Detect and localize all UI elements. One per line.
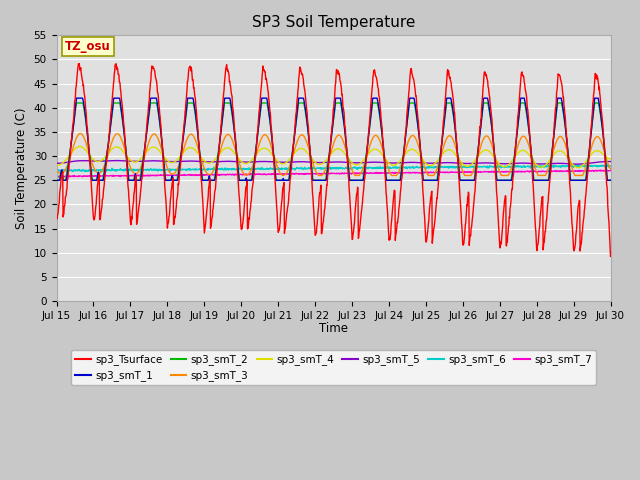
sp3_smT_6	[176, 166, 184, 172]
sp3_smT_7	[52, 173, 60, 179]
Legend: sp3_Tsurface, sp3_smT_1, sp3_smT_2, sp3_smT_3, sp3_smT_4, sp3_smT_5, sp3_smT_6, : sp3_Tsurface, sp3_smT_1, sp3_smT_2, sp3_…	[71, 350, 596, 385]
sp3_smT_7	[492, 168, 500, 174]
sp3_smT_6	[541, 164, 548, 169]
sp3_smT_1	[176, 160, 184, 166]
sp3_smT_2	[420, 178, 428, 183]
sp3_Tsurface	[420, 203, 428, 208]
sp3_smT_6	[163, 167, 170, 172]
sp3_smT_5	[573, 161, 581, 167]
sp3_smT_2	[163, 178, 170, 183]
sp3_smT_5	[492, 160, 500, 166]
sp3_smT_4	[52, 163, 60, 168]
sp3_smT_5	[163, 158, 170, 164]
sp3_smT_5	[112, 157, 120, 163]
Title: SP3 Soil Temperature: SP3 Soil Temperature	[252, 15, 415, 30]
sp3_smT_7	[54, 174, 62, 180]
sp3_smT_3	[176, 158, 184, 164]
sp3_smT_3	[315, 173, 323, 179]
sp3_smT_4	[574, 165, 582, 170]
sp3_smT_3	[607, 166, 614, 172]
sp3_smT_1	[238, 178, 246, 183]
sp3_smT_1	[607, 178, 614, 183]
sp3_smT_3	[52, 168, 60, 173]
sp3_Tsurface	[492, 180, 500, 186]
sp3_smT_6	[542, 162, 550, 168]
sp3_smT_3	[163, 163, 170, 169]
sp3_smT_2	[607, 178, 614, 183]
sp3_smT_2	[492, 168, 500, 174]
X-axis label: Time: Time	[319, 322, 348, 335]
sp3_smT_4	[541, 163, 549, 168]
sp3_smT_1	[163, 178, 170, 183]
sp3_smT_7	[541, 168, 549, 174]
Line: sp3_smT_5: sp3_smT_5	[56, 160, 611, 164]
Line: sp3_smT_3: sp3_smT_3	[56, 133, 611, 176]
sp3_Tsurface	[541, 228, 549, 234]
sp3_Tsurface	[52, 214, 60, 219]
sp3_smT_5	[420, 160, 428, 166]
sp3_smT_4	[420, 158, 428, 164]
Line: sp3_smT_1: sp3_smT_1	[56, 98, 611, 180]
sp3_smT_2	[238, 178, 246, 183]
sp3_smT_4	[607, 156, 614, 162]
sp3_smT_1	[73, 95, 81, 101]
Line: sp3_Tsurface: sp3_Tsurface	[56, 64, 611, 256]
sp3_smT_7	[420, 169, 428, 175]
sp3_smT_5	[607, 158, 614, 164]
sp3_smT_5	[541, 161, 549, 167]
sp3_smT_1	[420, 178, 428, 183]
sp3_smT_5	[52, 160, 60, 166]
sp3_smT_6	[420, 165, 428, 170]
sp3_Tsurface	[238, 226, 246, 232]
sp3_smT_6	[52, 169, 60, 175]
sp3_smT_3	[420, 163, 428, 169]
sp3_smT_7	[238, 171, 246, 177]
sp3_Tsurface	[176, 165, 184, 171]
sp3_smT_2	[176, 157, 184, 163]
sp3_smT_7	[607, 168, 614, 173]
sp3_smT_3	[541, 172, 549, 178]
Line: sp3_smT_2: sp3_smT_2	[56, 103, 611, 180]
sp3_smT_3	[493, 159, 500, 165]
sp3_smT_5	[176, 158, 184, 164]
sp3_Tsurface	[607, 253, 614, 259]
sp3_smT_3	[77, 131, 84, 136]
sp3_smT_4	[76, 144, 83, 149]
Line: sp3_smT_6: sp3_smT_6	[56, 165, 611, 172]
Text: TZ_osu: TZ_osu	[65, 40, 111, 53]
sp3_smT_1	[52, 178, 60, 183]
sp3_smT_1	[541, 178, 549, 183]
sp3_Tsurface	[163, 209, 170, 215]
sp3_smT_4	[238, 159, 246, 165]
sp3_smT_7	[596, 167, 604, 173]
sp3_smT_2	[541, 178, 549, 183]
sp3_Tsurface	[76, 61, 83, 67]
sp3_smT_6	[607, 163, 614, 169]
sp3_smT_2	[73, 100, 81, 106]
sp3_smT_6	[238, 166, 246, 171]
sp3_smT_2	[52, 178, 60, 183]
sp3_smT_4	[492, 157, 500, 163]
sp3_smT_4	[176, 154, 184, 159]
Y-axis label: Soil Temperature (C): Soil Temperature (C)	[15, 108, 28, 229]
sp3_smT_7	[176, 172, 184, 178]
Line: sp3_smT_7: sp3_smT_7	[56, 170, 611, 177]
sp3_smT_4	[163, 157, 170, 163]
sp3_smT_3	[238, 168, 246, 174]
Line: sp3_smT_4: sp3_smT_4	[56, 146, 611, 168]
sp3_smT_6	[492, 165, 500, 170]
sp3_smT_7	[163, 172, 170, 178]
sp3_smT_5	[238, 159, 246, 165]
sp3_smT_1	[492, 172, 500, 178]
